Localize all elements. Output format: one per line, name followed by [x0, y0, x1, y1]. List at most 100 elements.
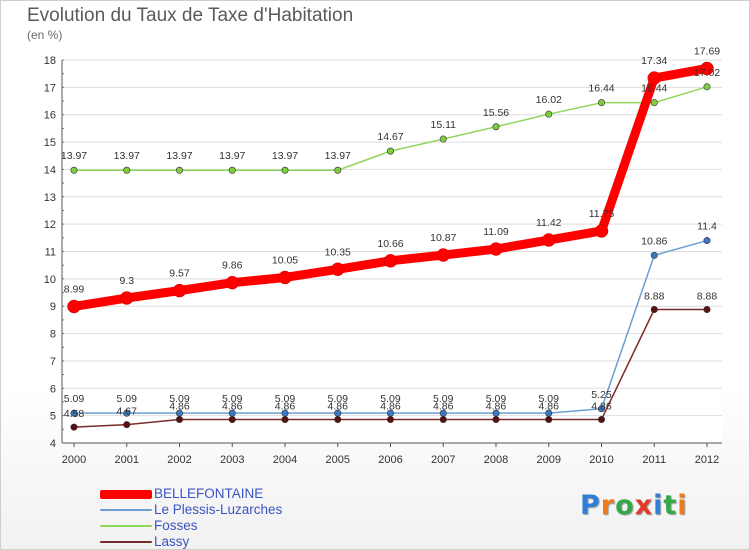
data-point	[386, 415, 394, 423]
data-point	[172, 283, 187, 298]
data-label: 9.3	[119, 275, 134, 287]
data-label: 13.97	[166, 150, 192, 162]
data-label: 4.86	[486, 400, 507, 412]
data-point	[386, 147, 394, 155]
data-label: 4.67	[117, 406, 138, 418]
data-label: 17.34	[641, 55, 667, 67]
data-point	[225, 275, 239, 290]
data-label: 8.88	[644, 290, 665, 302]
data-point	[436, 248, 450, 262]
data-label: 10.66	[377, 238, 403, 250]
data-label: 8.88	[697, 290, 718, 302]
data-label: 11.42	[536, 217, 562, 229]
data-label: 5.09	[486, 393, 507, 405]
logo-letter: t	[663, 490, 678, 521]
data-label: 15.11	[431, 119, 457, 131]
data-point	[650, 251, 658, 259]
data-label: 4.86	[591, 400, 612, 412]
data-point	[123, 421, 131, 429]
series-le-plessis-luzarches	[70, 237, 711, 417]
y-tick-label: 10	[44, 274, 56, 286]
y-tick-label: 15	[44, 137, 56, 149]
legend-label: Fosses	[154, 518, 198, 533]
series-fosses	[70, 83, 711, 174]
data-point	[703, 237, 711, 245]
y-tick-label: 6	[50, 383, 56, 395]
data-label: 4.86	[169, 400, 190, 412]
data-point	[228, 415, 236, 423]
data-point	[545, 110, 553, 118]
data-point	[331, 262, 345, 277]
data-label: 9.57	[169, 268, 190, 280]
legend-swatch	[100, 541, 152, 543]
legend-label: Lassy	[154, 534, 190, 549]
logo-letter: i	[677, 490, 688, 521]
data-point	[597, 415, 605, 423]
data-point	[439, 415, 447, 423]
logo-letter: r	[600, 490, 616, 521]
data-label: 13.97	[114, 150, 140, 162]
data-label: 9.86	[222, 260, 243, 272]
y-tick-label: 18	[44, 55, 56, 67]
data-point	[650, 305, 658, 313]
data-label: 4.86	[380, 400, 401, 412]
y-tick-label: 5	[50, 411, 56, 423]
y-tick-label: 11	[45, 247, 56, 259]
data-label: 13.97	[61, 150, 87, 162]
data-label: 5.09	[539, 393, 560, 405]
y-tick-label: 8	[50, 329, 56, 341]
y-tick-label: 9	[50, 301, 56, 313]
data-point	[383, 254, 398, 268]
data-label: 5.09	[328, 393, 349, 405]
data-label: 17.69	[694, 45, 720, 57]
x-tick-label: 2010	[589, 454, 613, 466]
logo-letter: P	[580, 490, 601, 521]
data-label: 8.99	[64, 283, 85, 295]
logo-letter: x	[634, 490, 654, 521]
data-label: 16.44	[641, 83, 667, 95]
series-bellefontaine	[67, 61, 714, 314]
data-point	[545, 415, 553, 423]
data-label: 11.75	[589, 208, 615, 220]
data-label: 5.09	[117, 393, 138, 405]
data-point	[597, 99, 605, 107]
series-lassy	[70, 305, 711, 431]
data-label: 4.86	[433, 400, 454, 412]
data-label: 5.25	[591, 389, 612, 401]
data-point	[597, 405, 605, 413]
data-point	[70, 423, 78, 431]
data-label: 11.09	[483, 226, 509, 238]
data-label: 13.97	[272, 150, 298, 162]
data-label: 5.09	[433, 393, 454, 405]
x-tick-label: 2004	[273, 454, 297, 466]
data-point	[278, 270, 292, 285]
y-tick-label: 4	[50, 438, 56, 450]
data-label: 5.09	[380, 393, 401, 405]
data-label: 10.35	[325, 246, 351, 258]
data-point	[489, 242, 503, 256]
data-label: 5.09	[64, 393, 85, 405]
data-point	[281, 166, 289, 174]
x-tick-label: 2007	[431, 454, 455, 466]
data-label: 11.4	[697, 221, 717, 233]
data-point	[176, 415, 184, 423]
x-tick-label: 2012	[695, 454, 719, 466]
proxiti-logo: Proxiti	[580, 490, 688, 521]
logo-letter: o	[615, 490, 635, 521]
data-point	[228, 166, 236, 174]
x-tick-label: 2008	[484, 454, 508, 466]
data-point	[594, 224, 609, 238]
data-label: 10.86	[641, 235, 667, 247]
legend-label: Le Plessis-Luzarches	[154, 502, 283, 517]
data-point	[70, 409, 78, 417]
data-label: 5.09	[169, 393, 190, 405]
data-label: 10.05	[272, 254, 298, 266]
x-tick-label: 2005	[326, 454, 350, 466]
data-point	[703, 83, 711, 91]
y-tick-label: 12	[44, 219, 56, 231]
x-tick-label: 2001	[115, 454, 139, 466]
data-point	[647, 71, 661, 85]
data-label: 4.86	[222, 400, 243, 412]
legend-swatch	[100, 509, 152, 511]
